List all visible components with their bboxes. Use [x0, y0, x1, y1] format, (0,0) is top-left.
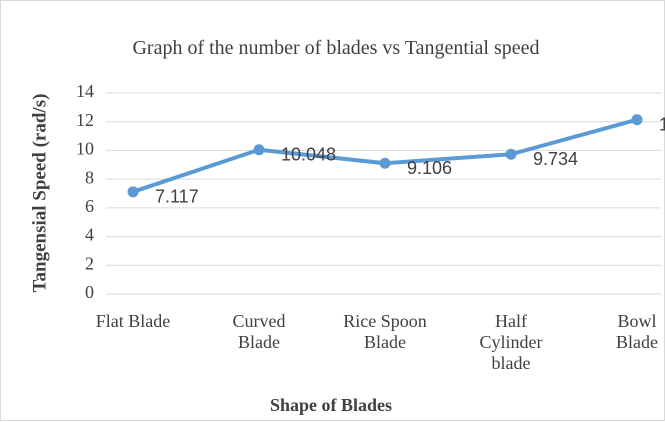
- chart-title: Graph of the number of blades vs Tangent…: [132, 37, 540, 59]
- y-tick-label: 12: [76, 110, 94, 130]
- y-tick-label: 10: [76, 139, 94, 159]
- x-tick-label: Curved Blade: [232, 311, 286, 352]
- y-tick-label: 4: [85, 225, 94, 245]
- marker: [379, 157, 391, 169]
- data-label: 9.106: [407, 158, 452, 178]
- y-tick-label: 8: [85, 167, 94, 187]
- x-axis-title: Shape of Blades: [269, 395, 393, 415]
- marker: [631, 114, 643, 126]
- data-label: 7.117: [155, 187, 199, 207]
- y-axis-title: Tangensial Speed (rad/s): [29, 94, 50, 293]
- marker: [127, 186, 139, 198]
- marker: [253, 144, 265, 156]
- y-tick-label: 14: [76, 81, 94, 101]
- data-label: 9.734: [533, 149, 578, 169]
- x-tick-label: Rice Spoon Blade: [343, 311, 427, 352]
- x-tick-label: Half Cylinder blade: [479, 311, 543, 373]
- data-label: 10.048: [281, 144, 336, 164]
- y-tick-label: 0: [85, 282, 94, 302]
- marker: [505, 148, 517, 160]
- y-tick-label: 2: [85, 253, 94, 273]
- y-tick-label: 6: [85, 196, 94, 216]
- x-tick-label: Flat Blade: [95, 311, 171, 331]
- data-label: 12.141: [659, 114, 665, 134]
- x-tick-label: Bowl Blade: [616, 311, 658, 352]
